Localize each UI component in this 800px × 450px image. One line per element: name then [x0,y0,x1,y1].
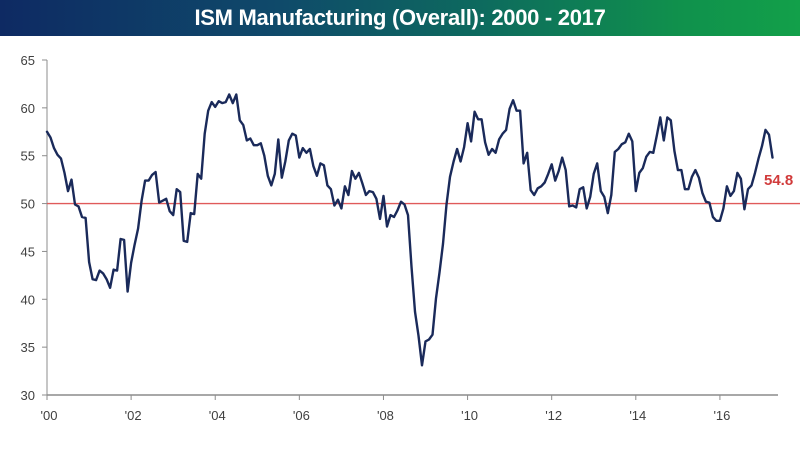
x-tick-label: '04 [209,408,226,423]
y-tick-label: 40 [21,292,35,307]
x-tick-label: '12 [545,408,562,423]
x-tick-label: '14 [629,408,646,423]
y-tick-label: 65 [21,53,35,68]
y-axis: 30 35 40 45 50 55 60 65 [21,53,48,403]
y-tick-label: 50 [21,197,35,212]
x-tick-label: '06 [293,408,310,423]
y-tick-label: 55 [21,149,35,164]
series-line-ism-manufacturing [45,93,774,367]
x-axis: '00 '02 '04 '06 '08 '10 '12 '14 '16 [41,394,778,423]
y-tick-label: 60 [21,101,35,116]
x-tick-label: '00 [41,408,58,423]
x-tick-label: '10 [461,408,478,423]
y-tick-label: 35 [21,340,35,355]
y-tick-label: 30 [21,388,35,403]
x-tick-label: '16 [713,408,730,423]
chart-title: ISM Manufacturing (Overall): 2000 - 2017 [194,5,606,30]
title-bar: ISM Manufacturing (Overall): 2000 - 2017 [0,0,800,36]
x-tick-label: '02 [125,408,142,423]
x-tick-label: '08 [377,408,394,423]
y-tick-label: 45 [21,244,35,259]
end-value-label: 54.8 [764,172,793,189]
